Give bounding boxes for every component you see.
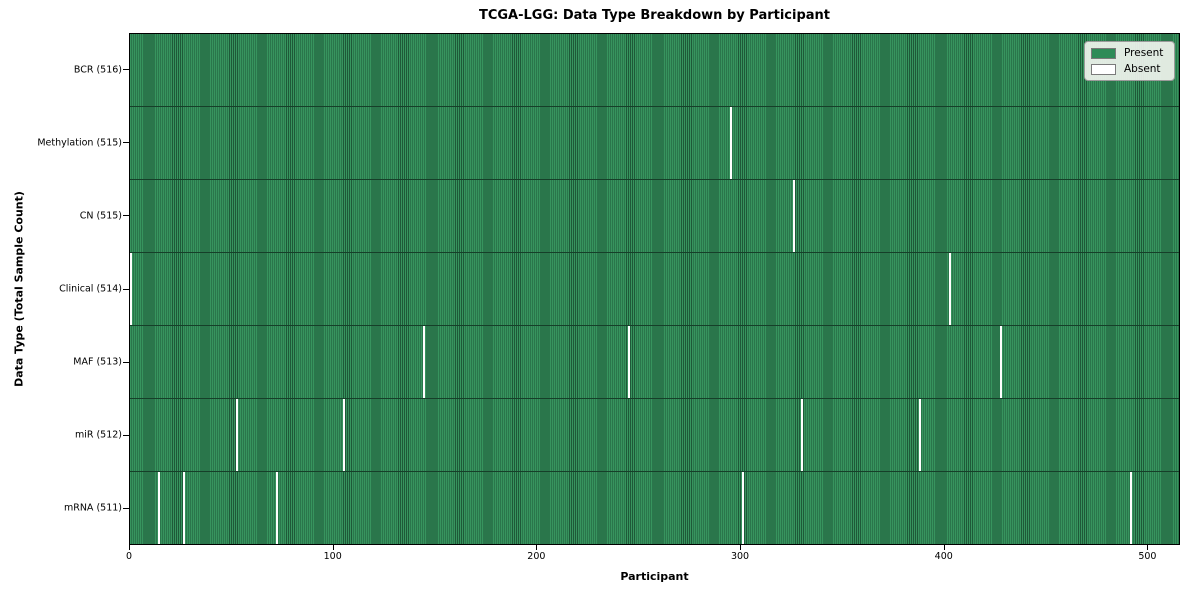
- y-tick-mark: [123, 288, 129, 290]
- absent-marker: [130, 253, 132, 325]
- y-tick-label: Methylation (515): [37, 137, 122, 149]
- absent-marker: [182, 472, 185, 544]
- legend: Present Absent: [1084, 41, 1175, 81]
- absent-marker: [918, 399, 921, 471]
- y-tick-label: CN (515): [79, 210, 122, 222]
- plot-area: [129, 33, 1180, 545]
- y-tick-mark: [123, 434, 129, 436]
- absent-marker: [949, 253, 952, 325]
- y-tick-mark: [123, 69, 129, 71]
- x-tick-mark: [943, 545, 945, 550]
- x-tick-mark: [332, 545, 334, 550]
- absent-marker: [235, 399, 238, 471]
- heatmap-row-cn: [130, 179, 1179, 252]
- absent-marker: [729, 107, 732, 179]
- y-tick-label: MAF (513): [73, 356, 122, 368]
- absent-marker: [276, 472, 279, 544]
- legend-label-absent: Absent: [1124, 62, 1161, 75]
- x-tick-label: 500: [1138, 551, 1157, 562]
- heatmap-row-maf: [130, 325, 1179, 398]
- heatmap-row-methylation: [130, 106, 1179, 179]
- x-tick-label: 0: [125, 551, 133, 562]
- heatmap-row-bcr: [130, 34, 1179, 106]
- x-tick-mark: [740, 545, 742, 550]
- absent-marker: [1000, 326, 1003, 398]
- x-tick-label: 400: [934, 551, 953, 562]
- absent-marker: [792, 180, 795, 252]
- legend-label-present: Present: [1124, 46, 1164, 59]
- heatmap-row-clinical: [130, 252, 1179, 325]
- absent-marker: [800, 399, 803, 471]
- absent-marker: [343, 399, 346, 471]
- absent-marker: [158, 472, 161, 544]
- absent-marker: [741, 472, 744, 544]
- absent-swatch-icon: [1091, 63, 1116, 75]
- chart-title: TCGA-LGG: Data Type Breakdown by Partici…: [478, 8, 831, 23]
- legend-entry-present: Present: [1091, 46, 1168, 60]
- y-tick-label: mRNA (511): [63, 502, 122, 514]
- y-tick-label: BCR (516): [73, 64, 122, 76]
- x-tick-label: 200: [527, 551, 546, 562]
- x-tick-label: 300: [730, 551, 750, 562]
- absent-marker: [422, 326, 425, 398]
- legend-entry-absent: Absent: [1091, 62, 1168, 76]
- y-tick-mark: [123, 507, 129, 509]
- y-tick-mark: [123, 361, 129, 363]
- x-tick-mark: [129, 545, 130, 550]
- x-axis-label: Participant: [620, 570, 689, 583]
- y-tick-label: Clinical (514): [59, 283, 122, 295]
- x-tick-mark: [536, 545, 538, 550]
- y-tick-mark: [123, 215, 129, 217]
- y-tick-mark: [123, 142, 129, 144]
- present-swatch-icon: [1091, 47, 1116, 59]
- heatmap-row-mir: [130, 398, 1179, 471]
- x-tick-mark: [1147, 545, 1149, 550]
- x-tick-label: 100: [323, 551, 342, 562]
- absent-marker: [1130, 472, 1133, 544]
- y-tick-label: miR (512): [74, 429, 122, 441]
- absent-marker: [628, 326, 631, 398]
- heatmap-row-mrna: [130, 471, 1179, 544]
